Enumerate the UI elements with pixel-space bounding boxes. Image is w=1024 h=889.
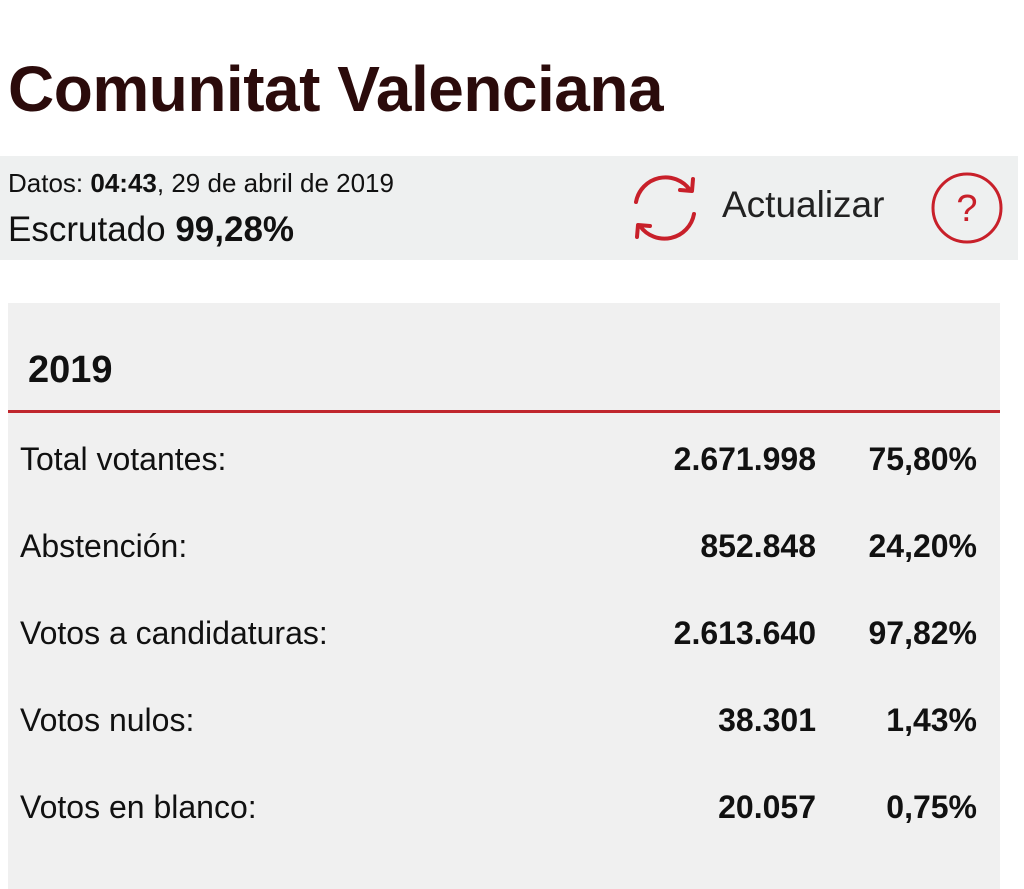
refresh-button[interactable]: Actualizar [722,184,885,225]
row-label: Votos nulos: [20,702,195,738]
row-votes: 852.848 [700,528,816,564]
row-label: Total votantes: [20,441,227,477]
row-percent: 24,20% [868,528,977,564]
row-votes: 20.057 [718,789,816,825]
row-percent: 75,80% [868,441,977,477]
result-row: Total votantes: 2.671.998 75,80% [8,441,1000,481]
count-progress: Escrutado 99,28% [8,210,294,250]
row-votes: 2.613.640 [673,615,816,651]
results-card: 2019 Total votantes: 2.671.998 75,80% Abste… [8,303,1000,889]
count-value: 99,28% [175,210,295,249]
status-bar [0,156,1018,260]
row-label: Abstención: [20,528,188,564]
help-circle [931,172,1003,244]
result-row: Abstención: 852.848 24,20% [8,528,1000,568]
update-time: Datos: 04:43, 29 de abril de 2019 [8,168,394,199]
year-heading: 2019 [28,349,113,391]
time: 04:43 [90,168,157,198]
refresh-icon[interactable] [626,170,704,246]
row-votes: 38.301 [718,702,816,738]
row-label: Votos a candidaturas: [20,615,328,651]
row-percent: 1,43% [886,702,977,738]
page-title: Comunitat Valenciana [8,53,664,125]
help-icon: ? [956,188,977,230]
count-label: Escrutado [8,210,166,249]
row-votes: 2.671.998 [673,441,816,477]
row-label: Votos en blanco: [20,789,257,825]
result-row: Votos nulos: 38.301 1,43% [8,702,1000,742]
result-row: Votos en blanco: 20.057 0,75% [8,789,1000,829]
divider [8,410,1000,413]
date: , 29 de abril de 2019 [156,168,394,198]
row-percent: 0,75% [886,789,977,825]
help-button[interactable]: ? [930,171,1006,247]
result-row: Votos a candidaturas: 2.613.640 97,82% [8,615,1000,655]
row-percent: 97,82% [868,615,977,651]
date-label: Datos: [8,168,84,198]
